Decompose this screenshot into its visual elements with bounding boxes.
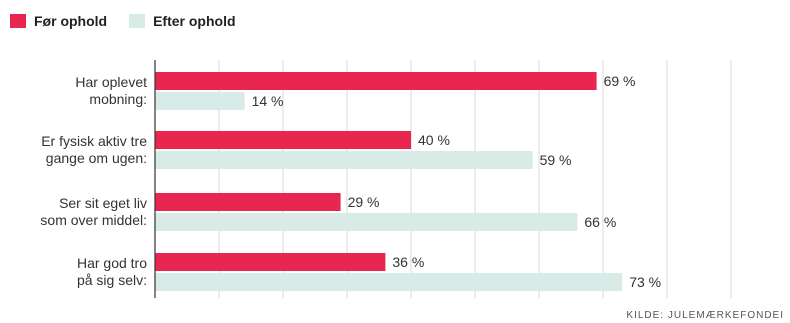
bar-before bbox=[155, 131, 411, 149]
value-label: 69 % bbox=[604, 73, 636, 89]
legend-item-after: Efter ophold bbox=[129, 13, 236, 29]
legend-label-before: Før ophold bbox=[34, 13, 108, 29]
value-label: 14 % bbox=[252, 93, 284, 109]
bar-before bbox=[155, 253, 386, 271]
value-label: 59 % bbox=[540, 152, 572, 168]
legend: Før ophold Efter ophold bbox=[10, 9, 258, 33]
legend-swatch-after bbox=[129, 14, 146, 28]
legend-swatch-before bbox=[10, 14, 26, 28]
bar-after bbox=[155, 92, 245, 110]
legend-item-before: Før ophold bbox=[10, 13, 107, 29]
category-label: Har oplevet bbox=[75, 74, 147, 90]
category-label: gange om ugen: bbox=[46, 150, 147, 166]
category-label: som over middel: bbox=[40, 212, 147, 228]
value-label: 66 % bbox=[584, 214, 616, 230]
bar-after bbox=[155, 151, 533, 169]
value-label: 40 % bbox=[418, 132, 450, 148]
bar-before bbox=[155, 72, 597, 90]
category-label: Har god tro bbox=[77, 255, 147, 271]
value-label: 29 % bbox=[348, 194, 380, 210]
legend-label-after: Efter ophold bbox=[153, 13, 236, 29]
category-label: på sig selv: bbox=[77, 272, 147, 288]
value-label: 73 % bbox=[629, 274, 661, 290]
bar-before bbox=[155, 193, 341, 211]
category-label: Ser sit eget liv bbox=[59, 195, 147, 211]
bar-after bbox=[155, 213, 578, 231]
value-label: 36 % bbox=[392, 254, 424, 270]
category-label: mobning: bbox=[89, 91, 147, 107]
source-credit: KILDE: JULEMÆRKEFONDEI bbox=[626, 310, 784, 321]
bar-after bbox=[155, 273, 623, 291]
category-label: Er fysisk aktiv tre bbox=[41, 133, 147, 149]
